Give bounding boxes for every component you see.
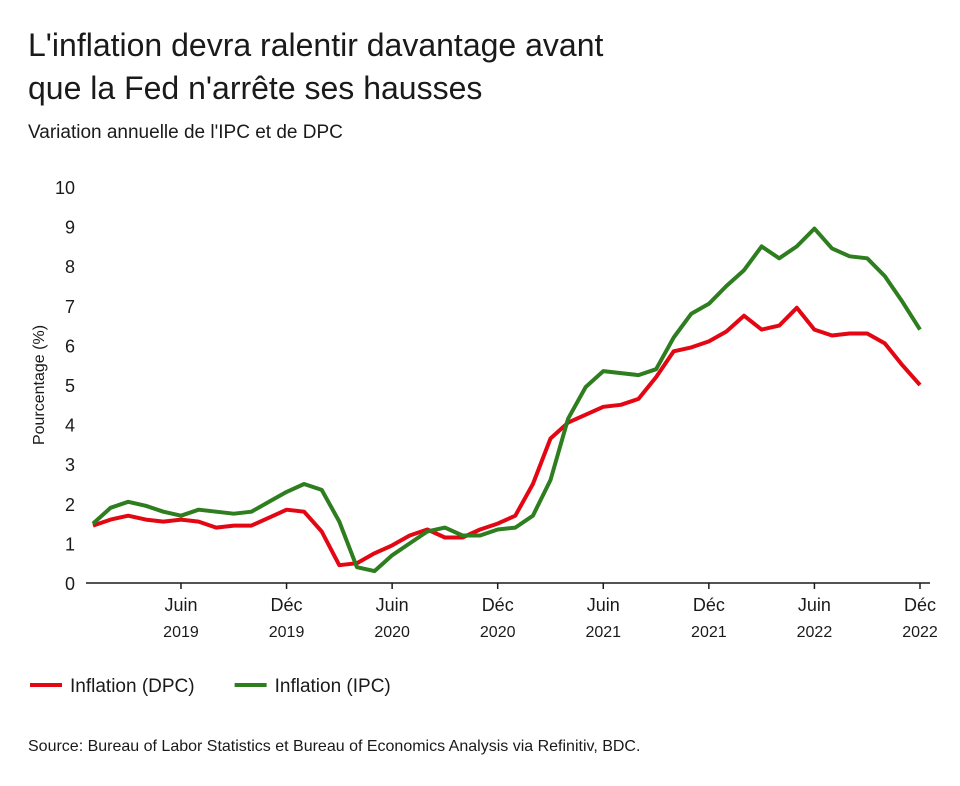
x-tick-label: Juin 2020 bbox=[374, 595, 410, 641]
y-tick-label: 2 bbox=[65, 495, 75, 515]
y-tick-label: 6 bbox=[65, 336, 75, 356]
x-tick-label: Juin 2022 bbox=[797, 595, 833, 641]
legend-label: Inflation (IPC) bbox=[275, 676, 391, 697]
y-tick-label: 7 bbox=[65, 297, 75, 317]
x-tick-label: Juin 2021 bbox=[585, 595, 621, 641]
y-tick-label: 5 bbox=[65, 376, 75, 396]
y-tick-label: 3 bbox=[65, 455, 75, 475]
y-tick-label: 9 bbox=[65, 218, 75, 238]
x-tick-label: Déc 2022 bbox=[902, 595, 938, 641]
x-tick-label: Déc 2021 bbox=[691, 595, 727, 641]
data-line bbox=[92, 305, 922, 568]
chart-subtitle: Variation annuelle de l'IPC et de DPC bbox=[28, 122, 343, 143]
x-tick-label: Juin 2019 bbox=[163, 595, 199, 641]
legend-label: Inflation (DPC) bbox=[70, 676, 195, 697]
y-tick-label: 10 bbox=[55, 178, 75, 198]
chart-title: L'inflation devra ralentir davantage ava… bbox=[28, 27, 603, 63]
y-tick-label: 4 bbox=[65, 416, 75, 436]
x-tick-label: Déc 2020 bbox=[480, 595, 516, 641]
chart-title: que la Fed n'arrête ses hausses bbox=[28, 70, 482, 106]
data-line bbox=[91, 226, 922, 574]
y-tick-label: 8 bbox=[65, 257, 75, 277]
y-tick-label: 0 bbox=[65, 574, 75, 594]
source-note: Source: Bureau of Labor Statistics et Bu… bbox=[28, 738, 640, 755]
y-tick-label: 1 bbox=[65, 534, 75, 554]
y-axis-label: Pourcentage (%) bbox=[31, 325, 48, 445]
x-tick-label: Déc 2019 bbox=[269, 595, 305, 641]
